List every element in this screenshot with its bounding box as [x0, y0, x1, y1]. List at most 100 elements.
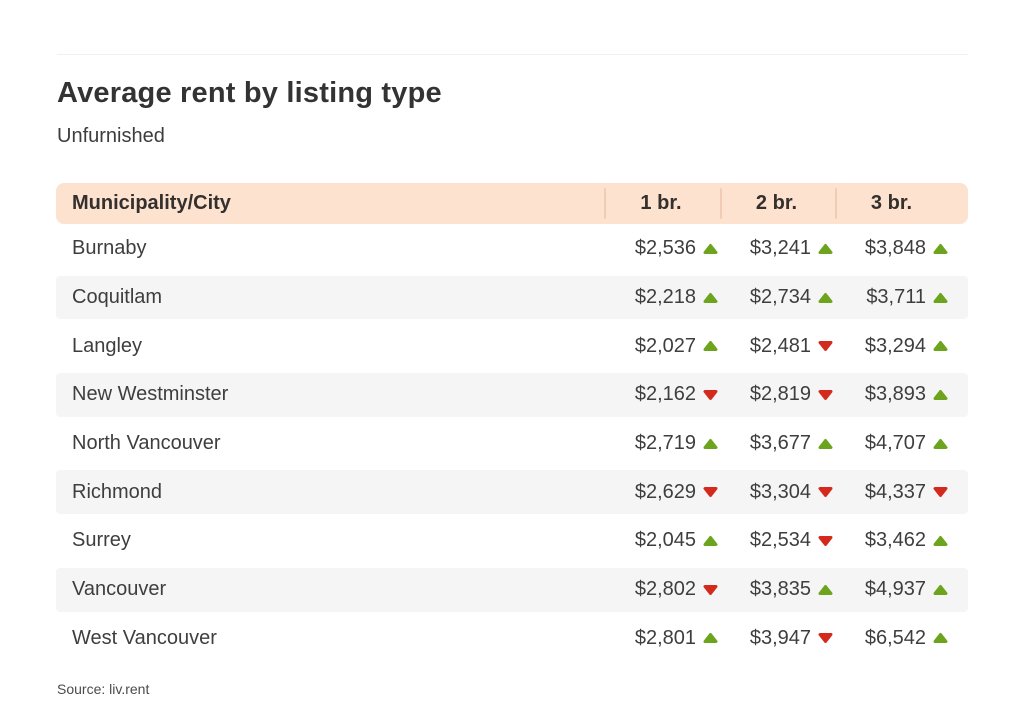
trend-up-icon	[703, 341, 718, 352]
rent-cell-1br: $2,629	[604, 470, 720, 514]
top-divider	[57, 54, 968, 55]
trend-up-icon	[818, 584, 833, 595]
rent-value: $2,027	[634, 334, 696, 357]
rent-value: $3,241	[749, 237, 811, 260]
city-cell: Burnaby	[72, 237, 147, 260]
table-row-band: Coquitlam $2,218 $2,734 $3,711	[56, 275, 968, 320]
rent-value: $3,304	[749, 480, 811, 503]
rent-cell-3br: $4,337	[835, 470, 968, 514]
rent-cell-1br: $2,536	[604, 227, 720, 271]
page-title: Average rent by listing type	[57, 77, 442, 109]
table-row-band: Richmond $2,629 $3,304 $4,337	[56, 470, 968, 515]
rent-cell-2br: $2,819	[720, 373, 835, 417]
table-row-burnaby: Burnaby $2,536 $3,241 $3,848	[56, 225, 968, 274]
trend-up-icon	[703, 292, 718, 303]
trend-up-icon	[703, 535, 718, 546]
rent-value: $3,677	[749, 432, 811, 455]
rent-cell-2br: $2,534	[720, 519, 835, 563]
rent-value: $2,819	[749, 383, 811, 406]
city-cell: North Vancouver	[72, 432, 221, 455]
rent-value: $4,707	[864, 432, 926, 455]
rent-value: $6,542	[864, 626, 926, 649]
rent-cell-2br: $3,304	[720, 470, 835, 514]
trend-down-icon	[933, 487, 948, 498]
table-row-band: North Vancouver $2,719 $3,677 $4,707	[56, 422, 968, 466]
city-cell: Richmond	[72, 480, 163, 503]
rent-value: $2,801	[634, 626, 696, 649]
rent-value: $2,162	[634, 383, 696, 406]
rent-value: $2,218	[634, 286, 696, 309]
column-header-2br: 2 br.	[720, 183, 835, 224]
trend-up-icon	[933, 341, 948, 352]
rent-cell-1br: $2,802	[604, 568, 720, 612]
rent-cell-3br: $3,893	[835, 373, 968, 417]
city-cell: Langley	[72, 334, 143, 357]
trend-up-icon	[933, 535, 948, 546]
table-row-richmond: Richmond $2,629 $3,304 $4,337	[56, 468, 968, 517]
trend-up-icon	[933, 243, 948, 254]
rent-cell-2br: $3,241	[720, 227, 835, 271]
trend-up-icon	[933, 389, 948, 400]
trend-up-icon	[933, 438, 948, 449]
table-row-north-vancouver: North Vancouver $2,719 $3,677 $4,707	[56, 419, 968, 468]
city-cell: Coquitlam	[72, 286, 163, 309]
rent-cell-1br: $2,045	[604, 519, 720, 563]
rent-cell-1br: $2,027	[604, 324, 720, 368]
rent-cell-3br: $3,462	[835, 519, 968, 563]
rent-value: $3,947	[749, 626, 811, 649]
trend-down-icon	[703, 389, 718, 400]
trend-up-icon	[818, 243, 833, 254]
rent-value: $2,719	[634, 432, 696, 455]
rent-table: Municipality/City 1 br. 2 br. 3 br. Burn…	[56, 183, 968, 663]
column-header-1br: 1 br.	[604, 183, 720, 224]
city-cell: Vancouver	[72, 578, 167, 601]
rent-cell-1br: $2,162	[604, 373, 720, 417]
rent-cell-2br: $2,481	[720, 324, 835, 368]
rent-cell-1br: $2,218	[604, 276, 720, 320]
table-row-surrey: Surrey $2,045 $2,534 $3,462	[56, 517, 968, 566]
city-cell: New Westminster	[72, 383, 229, 406]
trend-up-icon	[703, 438, 718, 449]
rent-cell-3br: $3,711	[835, 276, 968, 320]
rent-cell-3br: $4,937	[835, 568, 968, 612]
trend-up-icon	[933, 584, 948, 595]
table-row-band: Surrey $2,045 $2,534 $3,462	[56, 519, 968, 563]
trend-up-icon	[818, 438, 833, 449]
rent-value: $4,937	[864, 578, 926, 601]
trend-up-icon	[818, 292, 833, 303]
table-row-west-vancouver: West Vancouver $2,801 $3,947 $6,542	[56, 614, 968, 663]
table-row-band: Burnaby $2,536 $3,241 $3,848	[56, 227, 968, 271]
table-row-langley: Langley $2,027 $2,481 $3,294	[56, 322, 968, 371]
rent-cell-3br: $6,542	[835, 617, 968, 661]
rent-cell-1br: $2,801	[604, 617, 720, 661]
rent-cell-2br: $2,734	[720, 276, 835, 320]
table-row-coquitlam: Coquitlam $2,218 $2,734 $3,711	[56, 273, 968, 322]
rent-value: $2,536	[634, 237, 696, 260]
rent-value: $3,294	[864, 334, 926, 357]
rent-cell-3br: $4,707	[835, 422, 968, 466]
rent-cell-2br: $3,677	[720, 422, 835, 466]
trend-down-icon	[818, 389, 833, 400]
table-row-band: Langley $2,027 $2,481 $3,294	[56, 324, 968, 368]
table-header-row: Municipality/City 1 br. 2 br. 3 br.	[56, 183, 968, 224]
trend-down-icon	[818, 535, 833, 546]
trend-up-icon	[933, 633, 948, 644]
rent-value: $4,337	[864, 480, 926, 503]
rent-value: $2,481	[749, 334, 811, 357]
column-header-3br: 3 br.	[835, 183, 968, 224]
rent-value: $3,835	[749, 578, 811, 601]
rent-cell-2br: $3,947	[720, 617, 835, 661]
table-row-band: West Vancouver $2,801 $3,947 $6,542	[56, 617, 968, 661]
rent-value: $2,045	[634, 529, 696, 552]
page-subtitle: Unfurnished	[57, 125, 165, 147]
rent-cell-2br: $3,835	[720, 568, 835, 612]
table-row-new-westminster: New Westminster $2,162 $2,819 $3,893	[56, 371, 968, 420]
rent-value: $3,848	[864, 237, 926, 260]
rent-value: $2,734	[749, 286, 811, 309]
trend-down-icon	[703, 584, 718, 595]
rent-value: $3,711	[866, 286, 926, 309]
rent-cell-3br: $3,848	[835, 227, 968, 271]
city-cell: West Vancouver	[72, 626, 217, 649]
table-row-vancouver: Vancouver $2,802 $3,835 $4,937	[56, 565, 968, 614]
